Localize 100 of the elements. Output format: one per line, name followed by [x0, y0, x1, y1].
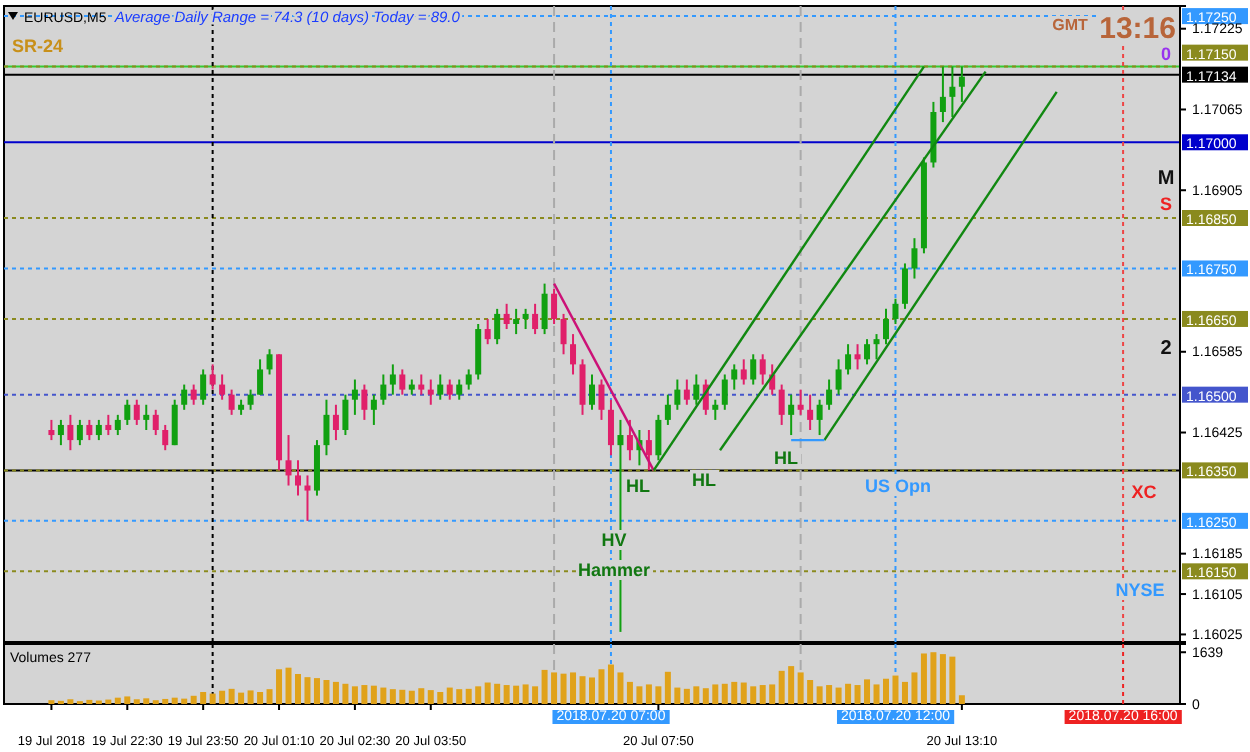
- candlestick: [759, 353, 766, 386]
- candlestick: [285, 434, 292, 487]
- candlestick: [295, 459, 301, 497]
- candlestick: [399, 368, 406, 396]
- candlestick: [332, 403, 339, 442]
- candlestick: [418, 373, 425, 396]
- candlestick: [200, 368, 207, 406]
- annotation: HL: [626, 476, 651, 496]
- candlestick: [664, 393, 671, 426]
- candlestick: [380, 373, 387, 406]
- candlestick: [873, 333, 880, 361]
- candlestick: [864, 338, 871, 366]
- candlestick: [626, 418, 633, 462]
- candlestick: [958, 65, 965, 103]
- bar: [958, 695, 965, 704]
- candlestick: [95, 418, 102, 442]
- candlestick: [304, 474, 311, 522]
- candlestick: [351, 378, 358, 416]
- candlestick: [598, 378, 605, 421]
- annotation: XC: [1131, 482, 1158, 502]
- candlestick: [181, 383, 188, 411]
- candlestick: [484, 317, 491, 346]
- annotation: HL: [692, 470, 717, 490]
- candlestick: [152, 408, 159, 437]
- candlestick: [901, 262, 908, 310]
- candlestick: [797, 388, 804, 416]
- candlestick: [740, 358, 747, 386]
- candlestick: [124, 398, 131, 426]
- candlestick: [143, 403, 150, 431]
- candlestick: [86, 418, 93, 442]
- candlestick: [949, 65, 956, 119]
- candlestick: [465, 368, 472, 391]
- candlestick: [370, 393, 377, 426]
- candlestick: [456, 378, 463, 401]
- candlestick: [683, 378, 690, 406]
- annotation: HV: [601, 530, 627, 550]
- candlestick: [446, 378, 453, 401]
- candlestick: [816, 398, 823, 437]
- candlestick: [257, 358, 264, 396]
- candlestick: [171, 398, 178, 447]
- candlestick: [389, 363, 396, 396]
- candlestick: [551, 287, 558, 325]
- candlestick: [342, 393, 349, 437]
- candlestick: [133, 398, 140, 426]
- candlestick: [162, 423, 169, 452]
- candlestick: [247, 388, 254, 411]
- candlestick: [76, 418, 83, 447]
- candlestick: [778, 383, 785, 426]
- candlestick: [361, 383, 368, 421]
- candlestick: [854, 343, 861, 371]
- candlestick: [589, 373, 595, 411]
- candlestick: [731, 363, 738, 391]
- candlestick: [892, 297, 899, 325]
- candlestick: [437, 373, 444, 401]
- candlestick: [228, 388, 235, 416]
- candlestick: [209, 363, 216, 391]
- candlestick: [826, 378, 833, 411]
- candlestick: [494, 307, 501, 346]
- candlestick: [475, 323, 482, 381]
- candlestick: [693, 373, 700, 406]
- candlestick: [570, 333, 577, 376]
- candlestick: [266, 348, 273, 376]
- candlestick: [645, 429, 652, 472]
- candlestick: [750, 353, 757, 386]
- candlestick: [721, 373, 728, 411]
- annotation: 2: [1160, 338, 1173, 360]
- annotation: Hammer: [577, 560, 651, 580]
- candlestick: [788, 393, 795, 437]
- annotation: M: [1157, 168, 1175, 190]
- candlestick: [67, 413, 74, 452]
- candlestick: [532, 302, 539, 336]
- candlestick: [541, 282, 548, 336]
- candlestick: [835, 358, 842, 396]
- candlestick: [807, 393, 814, 431]
- annotation: GMT: [1052, 16, 1088, 34]
- annotation: 0: [1160, 44, 1172, 64]
- candlestick: [883, 307, 889, 346]
- annotation: US Opn: [865, 476, 931, 496]
- candlestick: [845, 343, 852, 376]
- candlestick: [560, 312, 567, 356]
- candlestick: [48, 418, 55, 442]
- candlestick: [911, 237, 918, 280]
- candlestick: [513, 307, 520, 336]
- candlestick: [323, 398, 330, 457]
- candlestick: [939, 65, 946, 124]
- candlestick: [219, 373, 226, 401]
- candlestick: [579, 358, 586, 416]
- candlestick: [655, 413, 662, 462]
- annotation: NYSE: [1115, 580, 1165, 600]
- annotation: S: [1159, 194, 1173, 214]
- annotation: SR-24: [12, 36, 64, 56]
- candlestick: [503, 302, 510, 331]
- annotation: 13:16: [1099, 12, 1176, 46]
- candlestick: [427, 378, 434, 406]
- candlestick: [114, 413, 121, 437]
- candlestick: [712, 398, 719, 421]
- candlestick: [607, 398, 614, 457]
- annotation: HL: [774, 448, 799, 468]
- candlestick: [105, 413, 112, 437]
- candlestick: [57, 418, 64, 447]
